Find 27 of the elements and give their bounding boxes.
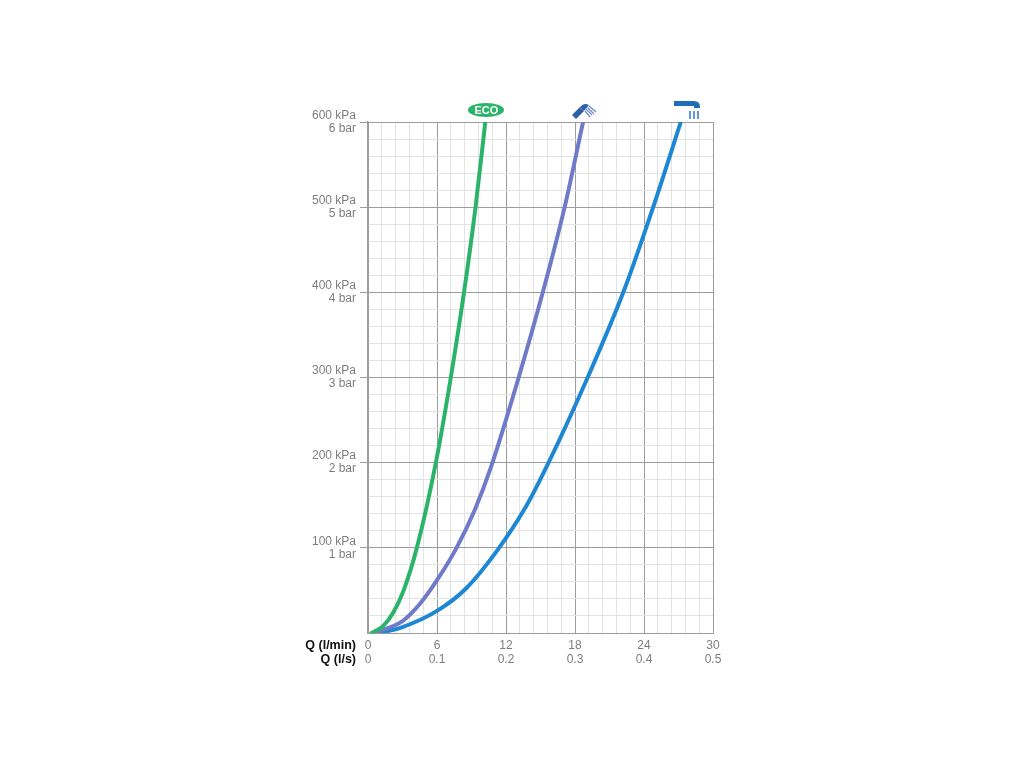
y-tick-label: 600 kPa [311,107,357,122]
x-tick-label: 18 [568,638,582,653]
y-tick-label: 100 kPa [311,533,357,548]
series-label: ECO [474,104,499,116]
y2-tick-label: 6 bar [328,120,356,135]
x-tick-label: 12 [499,638,513,653]
y-tick-label: 300 kPa [311,363,357,378]
y2-tick-label: 4 bar [328,291,356,306]
y2-tick-label: 2 bar [328,461,356,476]
x-tick-label: 30 [706,638,720,653]
x-tick-label: 6 [433,638,441,653]
y2-tick-label: 5 bar [328,205,356,220]
x2-tick-label: 0.4 [635,652,653,667]
x2-tick-label: 0.1 [428,652,446,667]
y-tick-label: 500 kPa [311,192,357,207]
y2-tick-label: 1 bar [328,546,356,561]
y-tick-label: 400 kPa [311,278,357,293]
y-tick-label: 200 kPa [311,448,357,463]
x2-tick-label: 0.3 [566,652,584,667]
x-tick-label: 0 [364,638,372,653]
x2-axis-title: Q (l/s) [320,652,356,667]
x2-tick-label: 0.5 [704,652,722,667]
x-axis-title: Q (l/min) [305,638,356,653]
x2-tick-label: 0 [364,652,372,667]
y2-tick-label: 3 bar [328,376,356,391]
x-tick-label: 24 [637,638,651,653]
x2-tick-label: 0.2 [497,652,515,667]
